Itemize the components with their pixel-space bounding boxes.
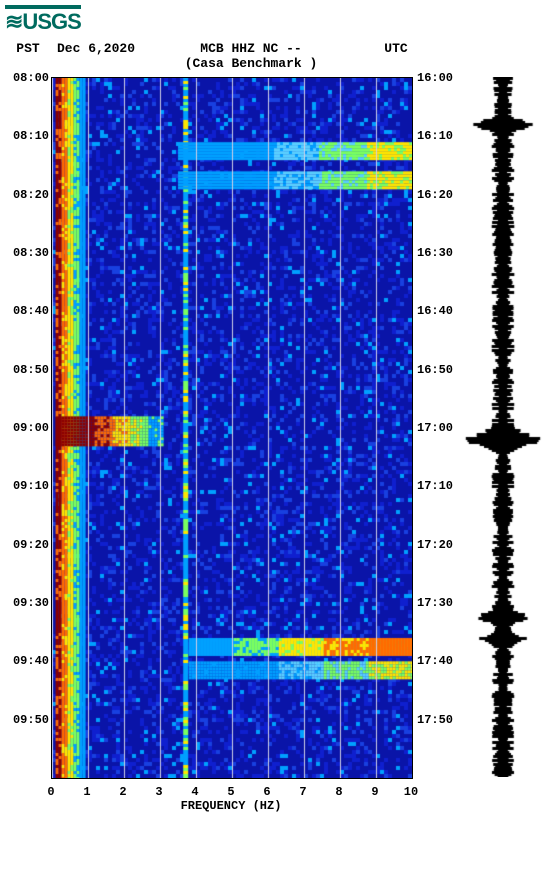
xtick: 2 bbox=[119, 785, 126, 799]
ytick-left: 08:40 bbox=[5, 304, 49, 318]
ytick-right: 16:30 bbox=[417, 246, 463, 260]
date-label: Dec 6,2020 bbox=[51, 41, 141, 71]
station-label: MCB HHZ NC -- bbox=[141, 41, 361, 56]
plot-area: FREQUENCY (HZ) 08:0008:1008:2008:3008:40… bbox=[5, 77, 545, 817]
location-label: (Casa Benchmark ) bbox=[141, 56, 361, 71]
ytick-right: 16:00 bbox=[417, 71, 463, 85]
xtick: 10 bbox=[404, 785, 418, 799]
ytick-right: 16:50 bbox=[417, 363, 463, 377]
xtick: 6 bbox=[263, 785, 270, 799]
plot-header: PST Dec 6,2020 MCB HHZ NC -- (Casa Bench… bbox=[5, 41, 547, 71]
ytick-left: 09:30 bbox=[5, 596, 49, 610]
ytick-left: 09:20 bbox=[5, 538, 49, 552]
xtick: 9 bbox=[371, 785, 378, 799]
ytick-left: 08:10 bbox=[5, 129, 49, 143]
ytick-right: 17:10 bbox=[417, 479, 463, 493]
ytick-right: 17:00 bbox=[417, 421, 463, 435]
ytick-right: 16:40 bbox=[417, 304, 463, 318]
ytick-left: 09:10 bbox=[5, 479, 49, 493]
tz-left-label: PST bbox=[5, 41, 51, 71]
ytick-right: 16:10 bbox=[417, 129, 463, 143]
usgs-logo: ≋USGS bbox=[5, 5, 81, 35]
seismogram-canvas bbox=[461, 77, 545, 777]
xtick: 1 bbox=[83, 785, 90, 799]
xtick: 5 bbox=[227, 785, 234, 799]
ytick-right: 17:30 bbox=[417, 596, 463, 610]
x-axis-label: FREQUENCY (HZ) bbox=[51, 799, 411, 813]
xtick: 7 bbox=[299, 785, 306, 799]
ytick-left: 08:20 bbox=[5, 188, 49, 202]
ytick-right: 16:20 bbox=[417, 188, 463, 202]
ytick-left: 09:40 bbox=[5, 654, 49, 668]
xtick: 8 bbox=[335, 785, 342, 799]
ytick-right: 17:20 bbox=[417, 538, 463, 552]
ytick-left: 08:50 bbox=[5, 363, 49, 377]
ytick-left: 08:00 bbox=[5, 71, 49, 85]
xtick: 0 bbox=[47, 785, 54, 799]
ytick-left: 09:00 bbox=[5, 421, 49, 435]
tz-right-label: UTC bbox=[361, 41, 431, 71]
spectrogram-canvas bbox=[51, 77, 413, 779]
ytick-left: 09:50 bbox=[5, 713, 49, 727]
ytick-right: 17:50 bbox=[417, 713, 463, 727]
xtick: 3 bbox=[155, 785, 162, 799]
ytick-left: 08:30 bbox=[5, 246, 49, 260]
ytick-right: 17:40 bbox=[417, 654, 463, 668]
xtick: 4 bbox=[191, 785, 198, 799]
